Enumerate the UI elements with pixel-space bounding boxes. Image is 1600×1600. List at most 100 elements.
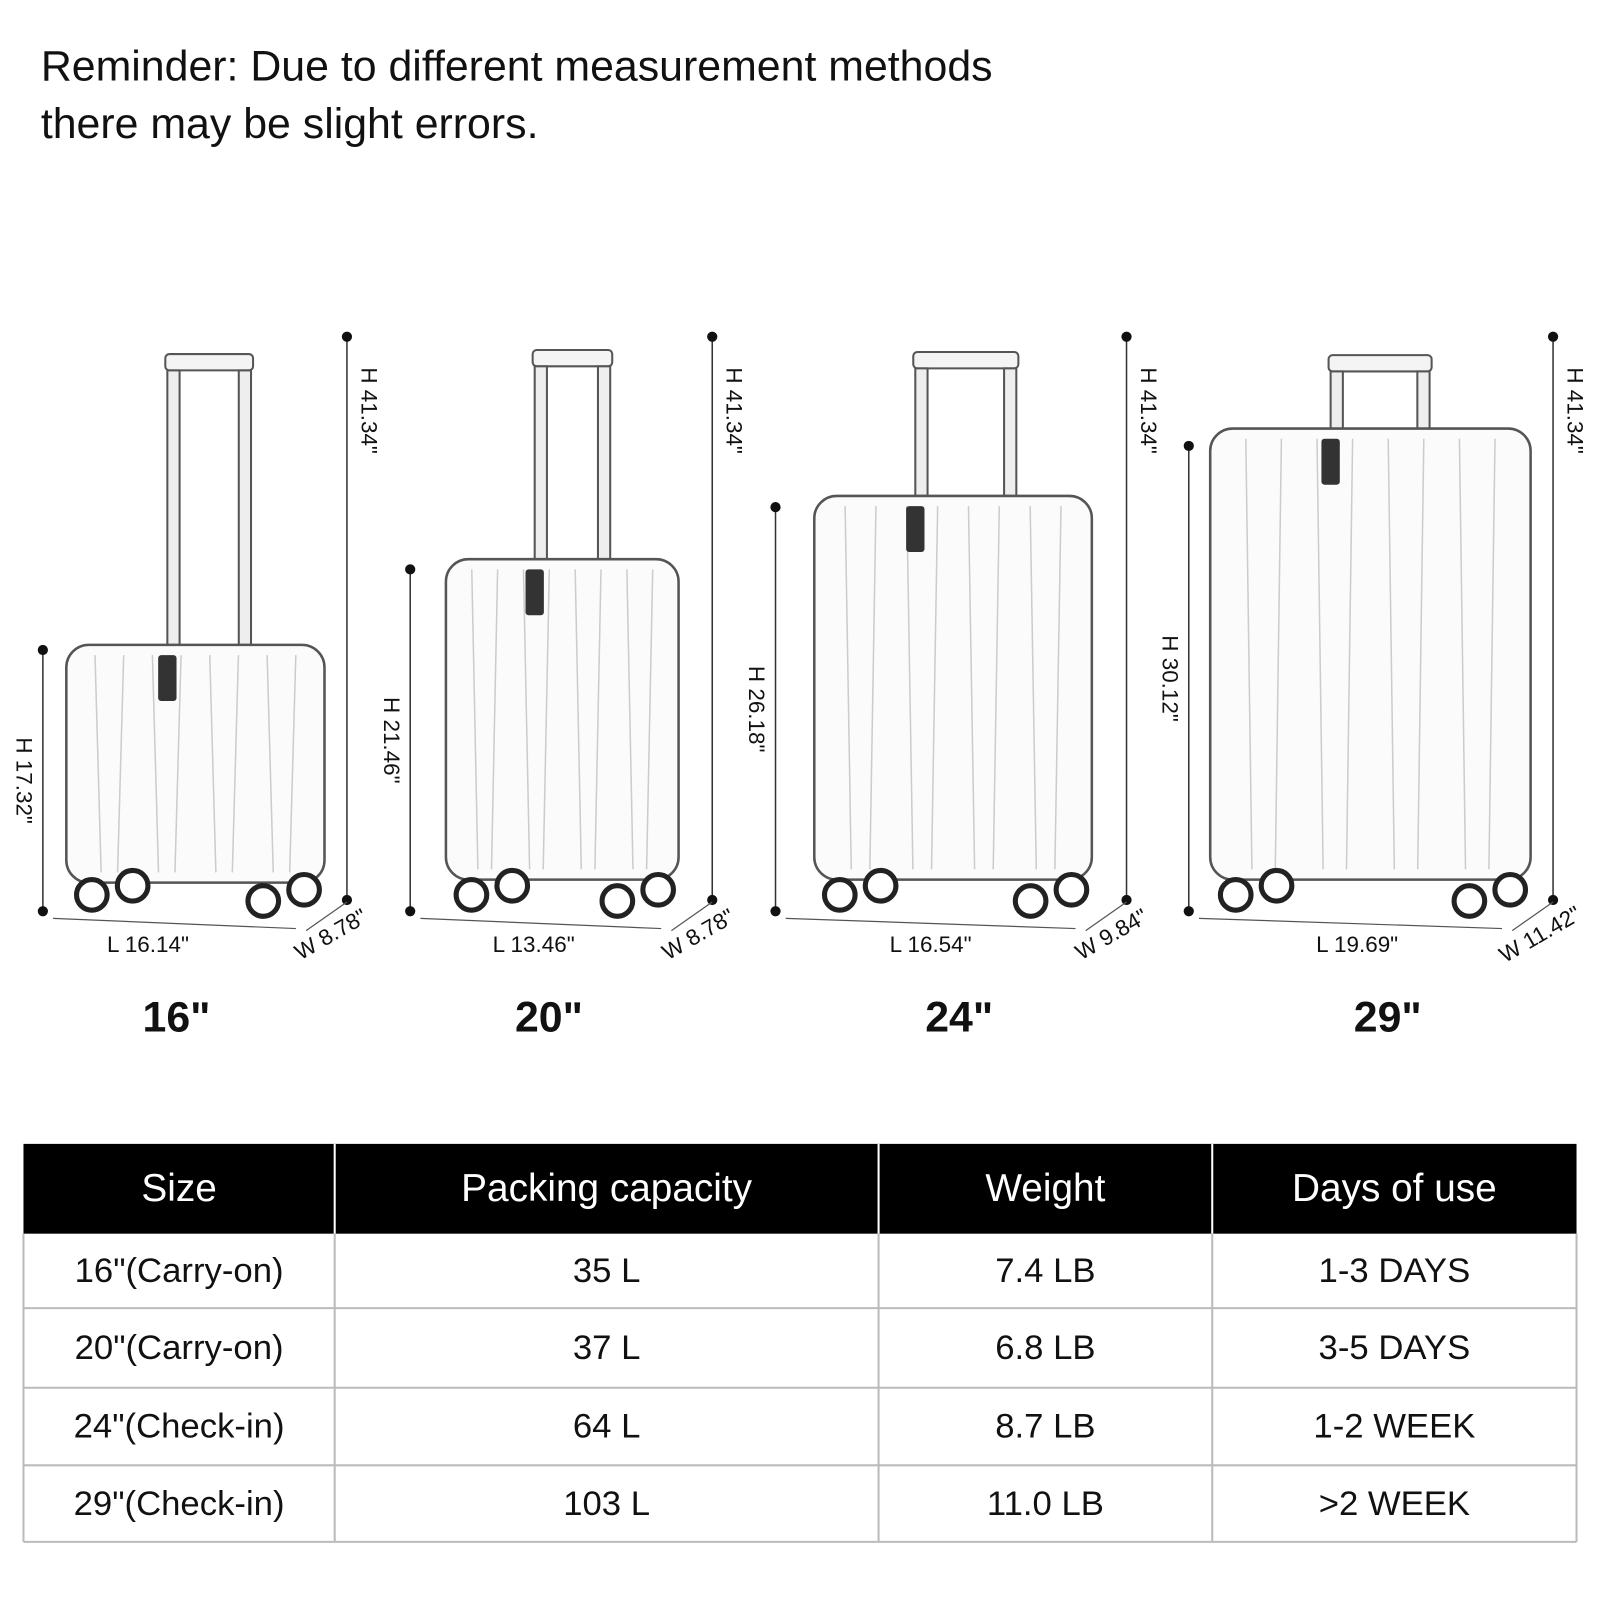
dimension-line [305, 901, 348, 932]
rib [490, 569, 499, 870]
table-cell: 29"(Check-in) [74, 1485, 285, 1523]
rib [1416, 438, 1425, 870]
table-cell: 37 L [573, 1329, 641, 1367]
rib [645, 569, 654, 870]
height-body-label: H 17.32" [12, 737, 37, 824]
rib [231, 655, 240, 873]
table-header [23, 1143, 1577, 1234]
reminder-line: Reminder: Due to different measurement m… [41, 43, 993, 91]
dot [707, 894, 718, 906]
rib [869, 506, 877, 870]
tag [1321, 438, 1340, 485]
table-cell: 16"(Carry-on) [75, 1252, 284, 1290]
height-body-label: H 26.18" [744, 666, 769, 753]
dot [37, 906, 48, 917]
wheel [453, 877, 490, 913]
size-label: 16" [143, 994, 211, 1042]
wheel [114, 867, 151, 904]
suitcase-body [444, 557, 680, 881]
rib [1345, 438, 1354, 870]
rib [1458, 438, 1467, 870]
wheel [1492, 871, 1529, 908]
height-total-label: H 41.34" [722, 367, 747, 454]
suitcase-body [813, 494, 1094, 881]
length-label: L 16.54" [890, 932, 972, 957]
size-label: 29" [1354, 994, 1422, 1042]
dot [37, 644, 48, 656]
rib [1387, 438, 1396, 870]
size-label: 20" [515, 994, 583, 1042]
dot [1183, 440, 1194, 452]
rib [967, 506, 976, 870]
tag [525, 569, 544, 616]
rib [542, 569, 551, 870]
rib [266, 655, 275, 873]
wheel [821, 877, 858, 913]
handle-post [914, 367, 929, 497]
rib [1054, 506, 1062, 870]
tag [906, 506, 925, 553]
header-cell: Weight [985, 1167, 1105, 1210]
handle-post [1329, 370, 1344, 430]
rib [151, 655, 160, 873]
table-cell: 11.0 LB [987, 1485, 1104, 1523]
wheel [1451, 883, 1488, 919]
handle-bar [912, 351, 1020, 370]
dot [1547, 894, 1559, 906]
table-cell: 8.7 LB [995, 1408, 1095, 1446]
dimension-line [1085, 901, 1127, 932]
dot [405, 564, 416, 575]
size-label: 24" [925, 994, 993, 1042]
table-cell: 1-2 WEEK [1313, 1408, 1475, 1446]
dot [341, 894, 353, 906]
table-cell: 1-3 DAYS [1319, 1252, 1471, 1290]
handle-post [166, 369, 181, 646]
table-cell: 7.4 LB [995, 1252, 1095, 1290]
rib [906, 506, 914, 870]
wheel [245, 883, 282, 919]
dot [1547, 331, 1559, 342]
rib [844, 506, 853, 870]
table-cell: 103 L [563, 1485, 650, 1523]
rib [174, 655, 182, 873]
handle-bar [164, 353, 255, 372]
dot [770, 906, 781, 917]
dimension-line [420, 917, 662, 930]
rib [208, 655, 217, 873]
table-cell: 3-5 DAYS [1319, 1329, 1471, 1367]
dot [341, 331, 353, 342]
handle-bar [1327, 354, 1433, 373]
height-total-label: H 41.34" [356, 367, 381, 454]
dimension-line [53, 917, 296, 930]
wheel [494, 867, 531, 904]
header-cell: Days of use [1292, 1167, 1497, 1210]
table-cell: >2 WEEK [1319, 1485, 1470, 1523]
rib [1316, 438, 1324, 870]
wheel [1053, 871, 1090, 908]
tag [158, 655, 177, 702]
wheel [1217, 877, 1254, 913]
dimension-line [785, 917, 1076, 930]
wheel [286, 871, 322, 908]
handle-post [596, 365, 612, 561]
rib [116, 655, 125, 873]
wheel [640, 871, 677, 908]
table-cell: 24"(Check-in) [74, 1408, 285, 1446]
rib [1245, 438, 1253, 870]
rib [522, 569, 531, 870]
height-total-label: H 41.34" [1563, 367, 1588, 454]
header-cell: Size [141, 1167, 216, 1210]
rib [1029, 506, 1038, 870]
header-cell: Packing capacity [461, 1167, 753, 1210]
rib [471, 569, 479, 870]
length-label: L 19.69" [1316, 932, 1398, 957]
reminder-line: there may be slight errors. [41, 100, 539, 148]
dot [1121, 331, 1132, 342]
handle-post [1416, 370, 1431, 430]
length-label: L 13.46" [493, 932, 575, 957]
length-label: L 16.14" [107, 932, 189, 957]
rib [930, 506, 939, 870]
wheel [599, 883, 636, 919]
rib [1488, 438, 1496, 870]
dimension-line [671, 901, 713, 932]
